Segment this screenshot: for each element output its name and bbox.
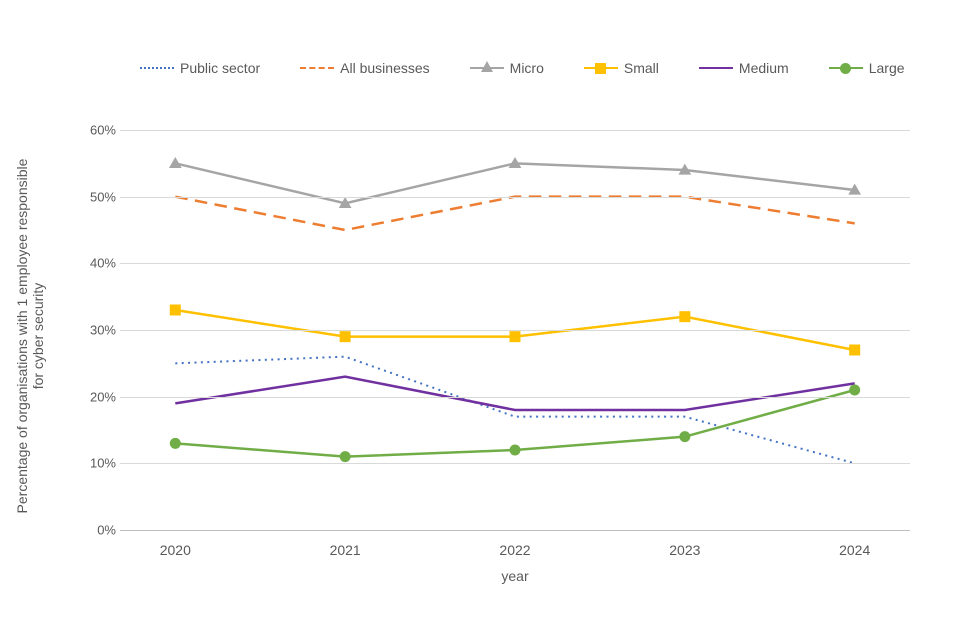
x-axis-title: year: [501, 568, 528, 584]
series-marker: [510, 331, 521, 342]
chart-legend: Public sector All businesses Micro Small Med…: [140, 60, 905, 76]
x-tick-label: 2022: [499, 542, 530, 558]
legend-item: All businesses: [300, 60, 430, 76]
legend-swatch: [829, 60, 863, 76]
series-marker: [679, 431, 690, 442]
series-line: [175, 377, 854, 410]
gridline: [120, 463, 910, 464]
legend-item: Medium: [699, 60, 789, 76]
y-tick-label: 20%: [0, 389, 124, 404]
gridline: [120, 263, 910, 264]
line-chart: Public sector All businesses Micro Small Med…: [0, 0, 960, 640]
legend-swatch: [300, 60, 334, 76]
series-marker: [340, 331, 351, 342]
y-tick-label: 60%: [0, 123, 124, 138]
y-tick-label: 30%: [0, 323, 124, 338]
y-tick-label: 10%: [0, 456, 124, 471]
legend-label: Large: [869, 60, 905, 76]
x-axis-line: [120, 530, 910, 531]
plot-area: [120, 130, 910, 530]
gridline: [120, 197, 910, 198]
legend-label: Small: [624, 60, 659, 76]
legend-swatch: [140, 60, 174, 76]
y-tick-label: 0%: [0, 523, 124, 538]
x-tick-label: 2020: [160, 542, 191, 558]
gridline: [120, 130, 910, 131]
legend-label: Medium: [739, 60, 789, 76]
y-tick-label: 50%: [0, 189, 124, 204]
circle-marker-icon: [840, 63, 851, 74]
series-marker: [510, 445, 521, 456]
series-marker: [170, 305, 181, 316]
x-tick-label: 2024: [839, 542, 870, 558]
series-marker: [679, 311, 690, 322]
series-marker: [849, 345, 860, 356]
series-marker: [170, 438, 181, 449]
y-tick-label: 40%: [0, 256, 124, 271]
gridline: [120, 397, 910, 398]
legend-label: Public sector: [180, 60, 260, 76]
legend-swatch: [584, 60, 618, 76]
square-marker-icon: [595, 63, 606, 74]
gridline: [120, 330, 910, 331]
x-tick-label: 2021: [330, 542, 361, 558]
x-tick-label: 2023: [669, 542, 700, 558]
legend-item: Large: [829, 60, 905, 76]
legend-item: Public sector: [140, 60, 260, 76]
series-marker: [169, 157, 182, 168]
legend-label: Micro: [510, 60, 544, 76]
legend-item: Small: [584, 60, 659, 76]
legend-swatch: [470, 60, 504, 76]
series-marker: [340, 451, 351, 462]
legend-item: Micro: [470, 60, 544, 76]
triangle-marker-icon: [481, 61, 493, 72]
legend-swatch: [699, 60, 733, 76]
series-line: [175, 197, 854, 230]
legend-label: All businesses: [340, 60, 430, 76]
series-marker: [849, 385, 860, 396]
